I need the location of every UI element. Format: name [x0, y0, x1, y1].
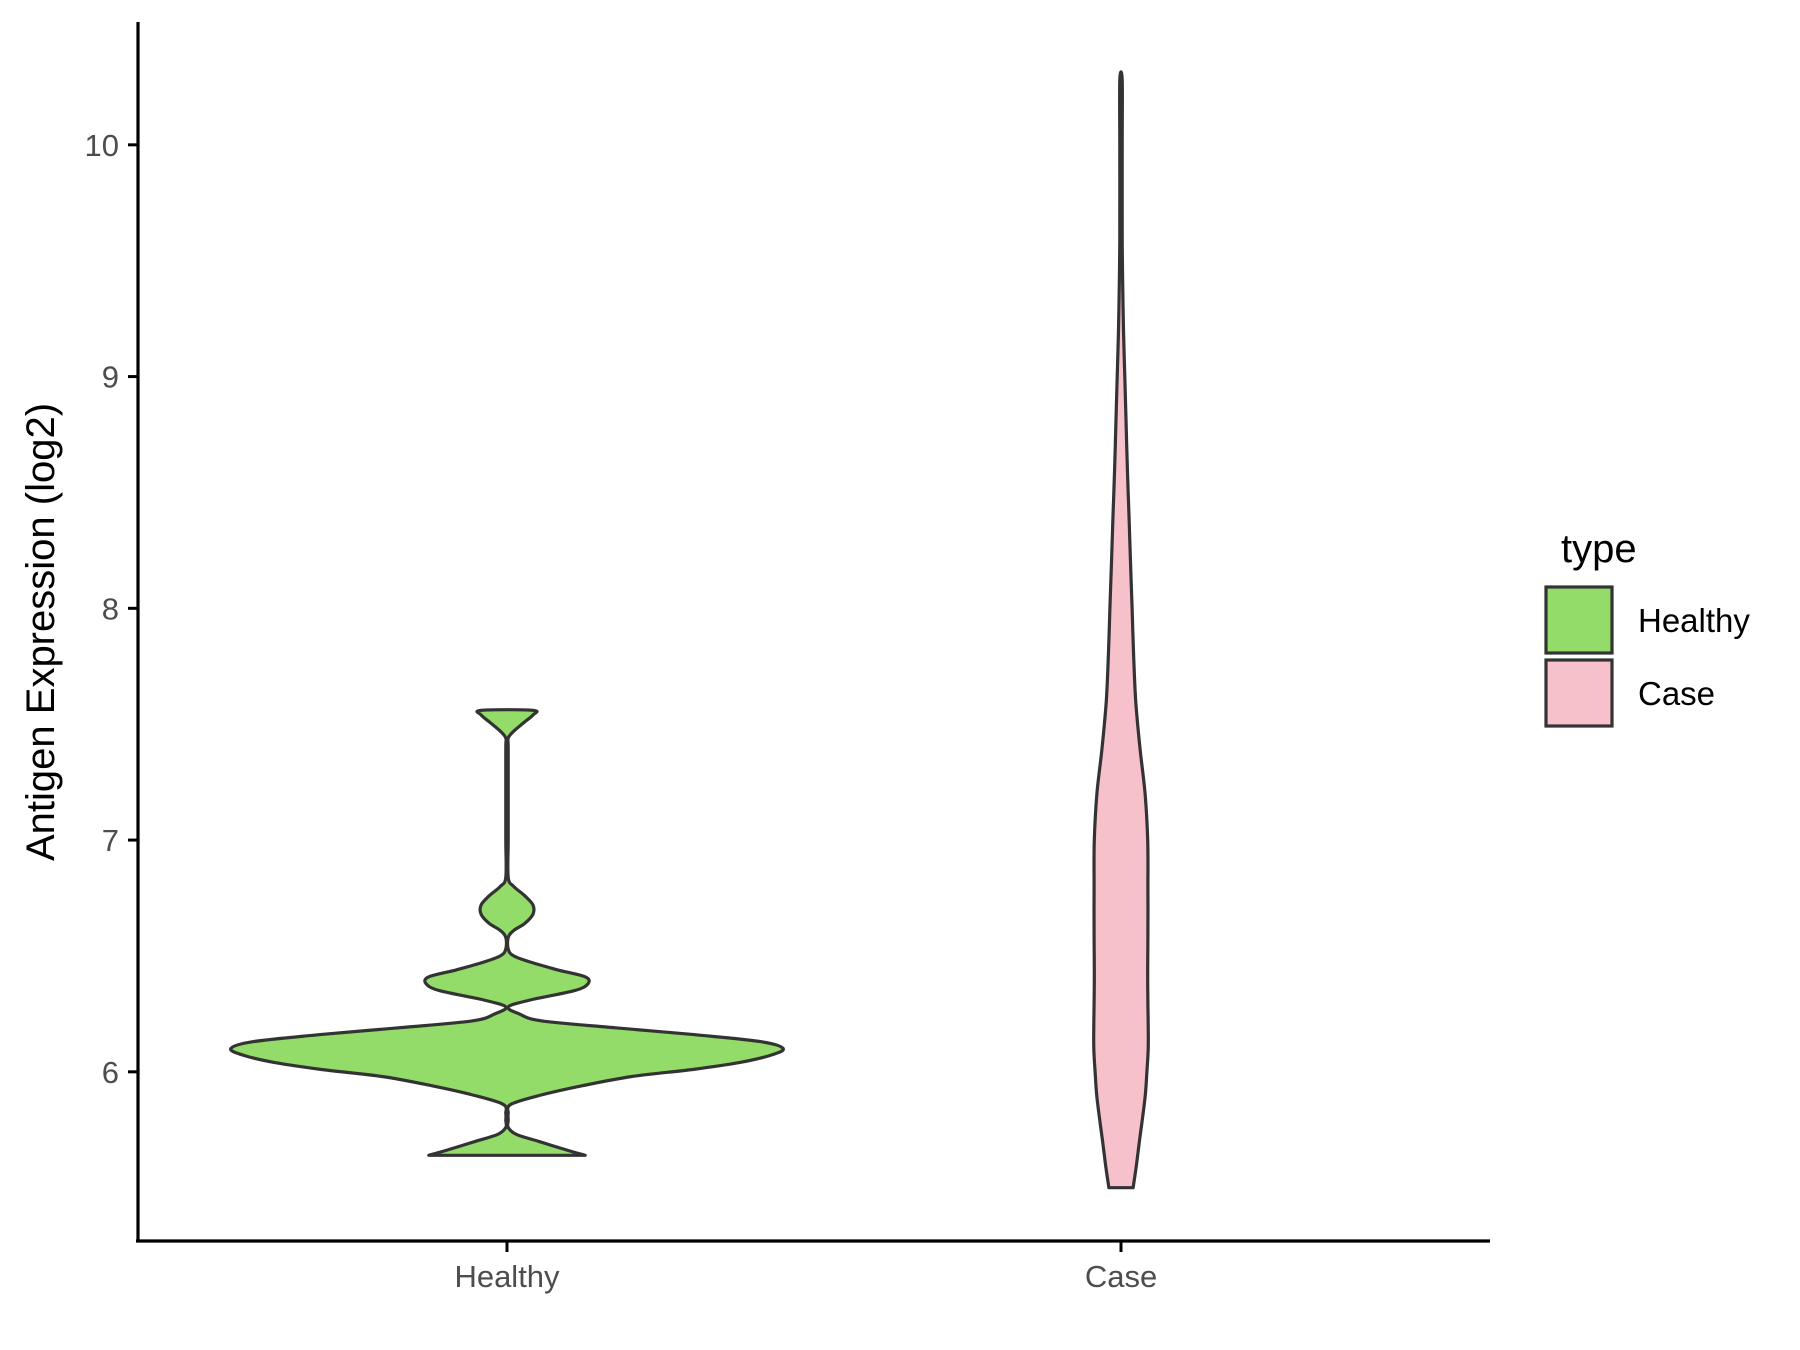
y-tick-group: 6 7 8 9 10 — [85, 128, 138, 1090]
legend-key-case — [1544, 658, 1614, 728]
y-axis-title: Antigen Expression (log2) — [19, 403, 63, 861]
x-tick-group: Healthy Case — [454, 1241, 1157, 1294]
y-tick-label: 6 — [102, 1055, 119, 1090]
legend-label-healthy: Healthy — [1638, 602, 1750, 639]
legend-label-case: Case — [1638, 675, 1715, 712]
legend-key-healthy — [1544, 585, 1614, 655]
y-tick-label: 10 — [85, 128, 119, 163]
x-tick-label-case: Case — [1085, 1259, 1157, 1294]
violin-case — [1092, 70, 1150, 1190]
legend-title: type — [1561, 527, 1637, 571]
x-tick-label-healthy: Healthy — [454, 1259, 560, 1294]
y-tick-label: 8 — [102, 591, 119, 626]
violin-healthy — [229, 708, 785, 1157]
y-tick-label: 7 — [102, 823, 119, 858]
y-tick-label: 9 — [102, 360, 119, 395]
legend: type Healthy Case — [1544, 527, 1750, 728]
violin-layer — [229, 70, 1150, 1190]
